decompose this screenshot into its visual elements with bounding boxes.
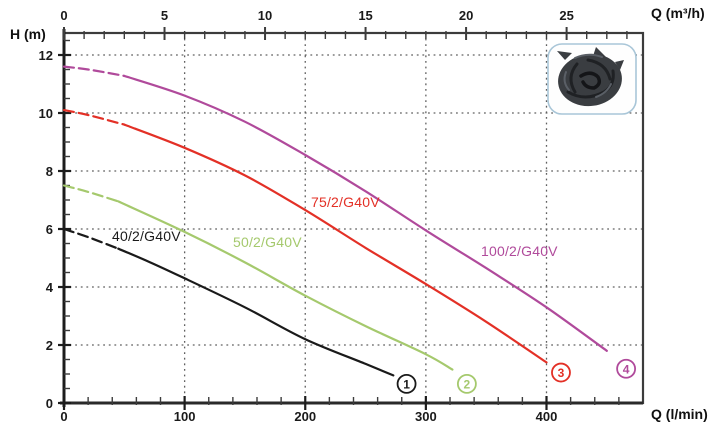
curve-end-marker-circle-2 bbox=[456, 373, 477, 394]
impeller-photo-icon bbox=[557, 47, 624, 107]
y-axis-tick-label: 12 bbox=[39, 48, 53, 63]
y-axis-tick-label: 0 bbox=[46, 396, 53, 411]
bottom-axis-tick-label: 200 bbox=[294, 409, 316, 424]
curve-end-marker-number-3: 3 bbox=[558, 366, 565, 380]
y-axis-tick-label: 4 bbox=[46, 280, 54, 295]
top-axis-tick-label: 15 bbox=[358, 8, 372, 23]
y-axis-tick-label: 6 bbox=[46, 222, 53, 237]
bottom-axis-tick-label: 300 bbox=[415, 409, 437, 424]
curve-end-marker-circle-4 bbox=[616, 358, 637, 379]
curve-75-2-g40v bbox=[123, 123, 548, 364]
curve-end-marker-number-4: 4 bbox=[623, 362, 630, 376]
curve-50-2-g40v bbox=[117, 200, 454, 371]
curve-dashed-start-40-2-g40v bbox=[62, 227, 120, 250]
curve-dashed-start-100-2-g40v bbox=[62, 65, 126, 77]
curve-end-marker-number-1: 1 bbox=[403, 377, 410, 391]
y-axis-tick-label: 2 bbox=[46, 338, 53, 353]
curve-dashed-start-50-2-g40v bbox=[62, 184, 120, 203]
curve-label-75-2-g40v: 75/2/G40V bbox=[311, 194, 380, 210]
top-axis-tick-label: 25 bbox=[559, 8, 573, 23]
curve-100-2-g40v bbox=[123, 74, 608, 352]
top-axis-tick-label: 10 bbox=[258, 8, 272, 23]
curve-dashed-start-75-2-g40v bbox=[62, 109, 126, 126]
curve-end-marker-number-2: 2 bbox=[464, 377, 471, 391]
top-axis-tick-label: 20 bbox=[459, 8, 473, 23]
bottom-axis-tick-label: 100 bbox=[174, 409, 196, 424]
curve-end-marker-circle-3 bbox=[551, 362, 571, 383]
curve-label-100-2-g40v: 100/2/G40V bbox=[481, 243, 558, 259]
bottom-axis-tick-label: 400 bbox=[536, 409, 558, 424]
top-axis-tick-label: 5 bbox=[161, 8, 168, 23]
curve-40-2-g40v bbox=[117, 247, 395, 377]
y-axis-tick-label: 8 bbox=[46, 164, 53, 179]
top-axis-tick-label: 0 bbox=[60, 8, 67, 23]
bottom-x-axis-title: Q (l/min) bbox=[651, 406, 708, 422]
y-axis-title: H (m) bbox=[10, 26, 46, 42]
curve-label-50-2-g40v: 50/2/G40V bbox=[233, 234, 302, 250]
curve-label-40-2-g40v: 40/2/G40V bbox=[112, 228, 181, 244]
top-x-axis-title: Q (m³/h) bbox=[651, 5, 705, 21]
y-axis-tick-label: 10 bbox=[39, 106, 53, 121]
curve-end-marker-circle-1 bbox=[396, 373, 417, 394]
bottom-axis-tick-label: 0 bbox=[60, 409, 67, 424]
